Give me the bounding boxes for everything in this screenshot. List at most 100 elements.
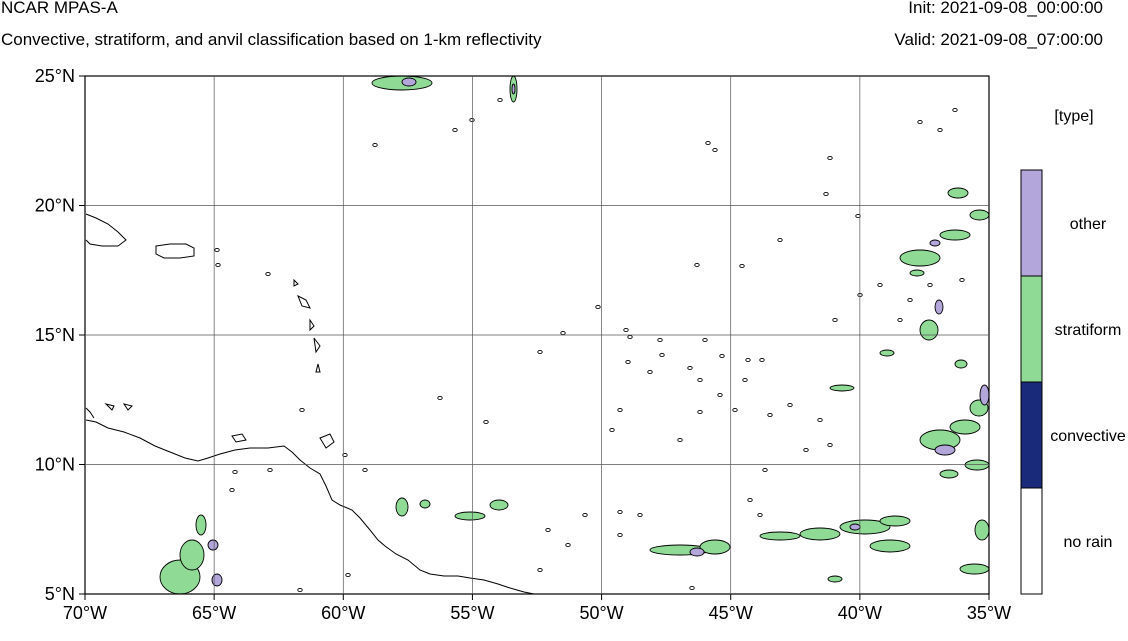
precip-speck: [917, 119, 923, 125]
precip-cell: [934, 299, 944, 315]
legend-swatch-other: [1020, 169, 1043, 277]
lon-tick-label: 70°W: [63, 603, 107, 623]
precip-speck: [717, 392, 723, 398]
precip-speck: [745, 357, 751, 363]
legend-swatch-stratiform: [1020, 275, 1043, 383]
precip-cell: [879, 515, 911, 527]
precip-cell: [839, 519, 891, 535]
precip-speck: [617, 407, 623, 413]
legend-swatch-convective: [1020, 381, 1043, 489]
precip-speck: [469, 117, 475, 123]
graticule: [85, 76, 989, 594]
precip-speck: [712, 147, 718, 153]
precip-cell: [947, 187, 969, 199]
precip-cell: [939, 229, 971, 241]
precip-speck: [545, 527, 551, 533]
precip-speck: [565, 542, 571, 548]
precip-speck: [617, 509, 623, 515]
precip-speck: [762, 467, 768, 473]
precip-speck: [637, 512, 643, 518]
precip-speck: [687, 365, 693, 371]
precip-speck: [787, 402, 793, 408]
precip-cell: [179, 539, 205, 571]
precip-speck: [362, 467, 368, 473]
precip-cell: [939, 469, 959, 479]
precip-speck: [702, 337, 708, 343]
legend-title: [type]: [1054, 108, 1093, 125]
venezuela-north-coast: [85, 407, 95, 419]
precip-speck: [877, 282, 883, 288]
precip-speck: [297, 587, 303, 593]
precip-speck: [817, 417, 823, 423]
precip-speck: [719, 353, 725, 359]
precip-speck: [609, 427, 615, 433]
south-america-coastline: [85, 419, 535, 595]
precip-cell: [195, 514, 207, 536]
precip-cell: [699, 539, 731, 555]
precip-speck: [952, 107, 958, 113]
lon-tick-label: 35°W: [967, 603, 1011, 623]
model-title: NCAR MPAS-A: [1, 0, 118, 17]
precip-cell: [849, 523, 861, 531]
lon-tick-label: 45°W: [709, 603, 753, 623]
precip-speck: [759, 357, 765, 363]
precip-cell: [919, 319, 939, 341]
precip-cell: [949, 419, 981, 435]
island-small-2: [122, 403, 133, 411]
precip-speck: [560, 330, 566, 336]
precip-speck: [299, 407, 305, 413]
precip-speck: [625, 359, 631, 365]
precip-speck: [927, 282, 933, 288]
island-martinique: [313, 337, 321, 354]
precip-speck: [345, 572, 351, 578]
precip-speck: [229, 487, 235, 493]
precip-cell: [974, 519, 990, 541]
precip-speck: [483, 419, 489, 425]
precip-speck: [497, 97, 503, 103]
lat-tick-label: 10°N: [35, 455, 75, 475]
precip-speck: [582, 512, 588, 518]
precip-speck: [757, 512, 763, 518]
precip-cell: [395, 497, 409, 517]
product-description: Convective, stratiform, and anvil classi…: [1, 30, 542, 49]
precip-cell: [799, 527, 841, 541]
precip-speck: [897, 317, 903, 323]
precip-speck: [537, 567, 543, 573]
island-trinidad: [319, 433, 335, 449]
precip-cell: [934, 444, 956, 456]
precip-cell: [829, 384, 855, 392]
precip-speck: [767, 412, 773, 418]
precip-cell: [899, 249, 941, 267]
precip-speck: [697, 409, 703, 415]
precip-speck: [823, 191, 829, 197]
lon-tick-label: 65°W: [192, 603, 236, 623]
precip-speck: [437, 395, 443, 401]
island-puerto-rico: [155, 243, 195, 259]
precip-speck: [232, 469, 238, 475]
precip-speck: [732, 407, 738, 413]
precip-speck: [595, 304, 601, 310]
precip-speck: [689, 585, 695, 591]
precip-speck: [617, 532, 623, 538]
precip-speck: [827, 155, 833, 161]
island-stlucia: [315, 363, 321, 373]
precip-cell: [689, 547, 705, 557]
precip-speck: [959, 277, 965, 283]
precip-cell: [979, 384, 990, 406]
precip-speck: [694, 262, 700, 268]
island-small-3: [293, 278, 299, 287]
precip-cell: [929, 239, 941, 247]
precip-cell: [959, 563, 990, 575]
lat-tick-label: 25°N: [35, 66, 75, 86]
valid-time: Valid: 2021-09-08_07:00:00: [894, 30, 1103, 49]
precip-speck: [537, 349, 543, 355]
legend-label-no-rain: no rain: [1064, 534, 1113, 551]
lon-tick-label: 40°W: [838, 603, 882, 623]
lat-tick-label: 15°N: [35, 325, 75, 345]
legend-label-convective: convective: [1050, 428, 1126, 445]
precip-cell: [827, 575, 843, 583]
axis-ticks: 70°W 65°W 60°W 55°W 50°W 45°W 40°W 35°W 25°N 20°N…: [35, 66, 1011, 623]
precip-speck: [739, 263, 745, 269]
legend-label-stratiform: stratiform: [1055, 322, 1122, 339]
